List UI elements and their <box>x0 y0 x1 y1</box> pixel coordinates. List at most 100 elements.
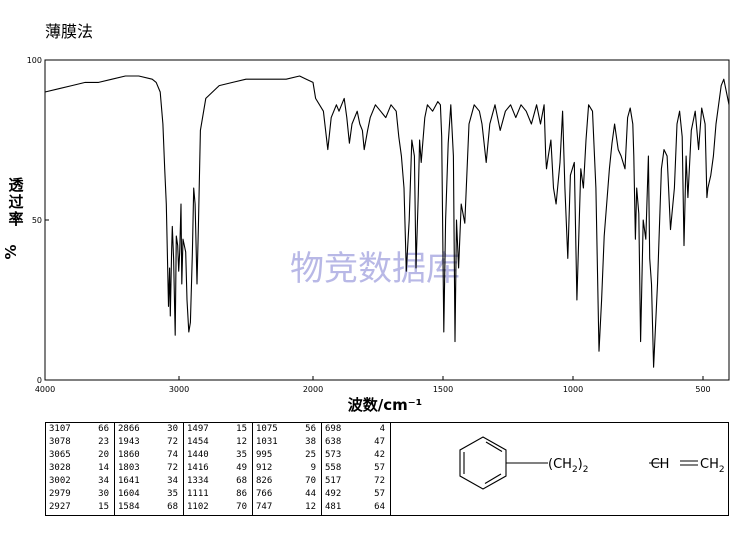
transmittance-cell: 56 <box>305 424 316 434</box>
transmittance-cell: 47 <box>374 437 385 447</box>
peak-table-row: 1803 72 <box>115 462 183 475</box>
wavenumber-cell: 1604 <box>118 489 140 499</box>
x-tick-label: 500 <box>695 385 710 394</box>
peak-table-row: 766 44 <box>253 488 321 501</box>
transmittance-cell: 20 <box>98 450 109 460</box>
peak-table-row: 3078 23 <box>46 436 114 449</box>
peak-table-row: 698 4 <box>322 423 390 436</box>
transmittance-cell: 38 <box>305 437 316 447</box>
wavenumber-cell: 492 <box>325 489 342 499</box>
peak-table-row: 492 57 <box>322 488 390 501</box>
peak-table-row: 481 64 <box>322 501 390 514</box>
wavenumber-cell: 2927 <box>49 502 71 512</box>
transmittance-cell: 30 <box>167 424 178 434</box>
wavenumber-cell: 1334 <box>187 476 209 486</box>
peak-table-row: 826 70 <box>253 475 321 488</box>
peak-table-row: 2979 30 <box>46 488 114 501</box>
wavenumber-cell: 1584 <box>118 502 140 512</box>
wavenumber-cell: 3107 <box>49 424 71 434</box>
wavenumber-cell: 3065 <box>49 450 71 460</box>
wavenumber-cell: 1641 <box>118 476 140 486</box>
y-axis-unit: % <box>2 244 20 259</box>
group-ch: CH <box>651 457 670 472</box>
wavenumber-cell: 573 <box>325 450 342 460</box>
peak-table-row: 573 42 <box>322 449 390 462</box>
wavenumber-cell: 517 <box>325 476 342 486</box>
wavenumber-cell: 1943 <box>118 437 140 447</box>
peak-table-row: 1111 86 <box>184 488 252 501</box>
wavenumber-cell: 995 <box>256 450 273 460</box>
ir-spectrum-chart: 4000 3000 2000 1500 1000 500 0 50 100 物竞数据库 透过率 … <box>2 56 730 414</box>
wavenumber-cell: 698 <box>325 424 342 434</box>
peak-table-row: 517 72 <box>322 475 390 488</box>
peak-table-row: 638 47 <box>322 436 390 449</box>
peak-table-row: 2927 15 <box>46 501 114 514</box>
peak-table-row: 2866 30 <box>115 423 183 436</box>
wavenumber-cell: 826 <box>256 476 273 486</box>
transmittance-cell: 35 <box>236 450 247 460</box>
peak-table-column: 2866 30 1943 72 1860 74 1803 72 1641 34 1604 35 1584… <box>115 423 184 515</box>
wavenumber-cell: 766 <box>256 489 273 499</box>
wavenumber-cell: 2866 <box>118 424 140 434</box>
peak-table-row: 995 25 <box>253 449 321 462</box>
transmittance-cell: 64 <box>374 502 385 512</box>
transmittance-cell: 44 <box>305 489 316 499</box>
wavenumber-cell: 1860 <box>118 450 140 460</box>
peak-table-row: 3002 34 <box>46 475 114 488</box>
transmittance-cell: 30 <box>98 489 109 499</box>
x-tick-label: 4000 <box>35 385 55 394</box>
peak-table-row: 3065 20 <box>46 449 114 462</box>
transmittance-cell: 12 <box>236 437 247 447</box>
transmittance-cell: 72 <box>167 437 178 447</box>
wavenumber-cell: 912 <box>256 463 273 473</box>
wavenumber-cell: 3002 <box>49 476 71 486</box>
transmittance-cell: 68 <box>236 476 247 486</box>
transmittance-cell: 72 <box>374 476 385 486</box>
group-ch2-terminal: CH2 <box>700 457 725 475</box>
peak-table-row: 1604 35 <box>115 488 183 501</box>
peak-table-column: 1497 15 1454 12 1440 35 1416 49 1334 68 1111 86 1102… <box>184 423 253 515</box>
transmittance-cell: 57 <box>374 489 385 499</box>
transmittance-cell: 25 <box>305 450 316 460</box>
peak-table-row: 3107 66 <box>46 423 114 436</box>
peak-table-row: 1641 34 <box>115 475 183 488</box>
transmittance-cell: 57 <box>374 463 385 473</box>
wavenumber-cell: 1454 <box>187 437 209 447</box>
wavenumber-cell: 1497 <box>187 424 209 434</box>
transmittance-cell: 23 <box>98 437 109 447</box>
peak-table-row: 1584 68 <box>115 501 183 514</box>
transmittance-cell: 68 <box>167 502 178 512</box>
y-tick-label: 50 <box>32 216 42 225</box>
wavenumber-cell: 1803 <box>118 463 140 473</box>
y-tick-label: 0 <box>37 376 42 385</box>
peak-table-column: 3107 66 3078 23 3065 20 3028 14 3002 34 2979 30 2927… <box>46 423 115 515</box>
transmittance-cell: 14 <box>98 463 109 473</box>
transmittance-cell: 4 <box>379 424 385 434</box>
transmittance-cell: 15 <box>236 424 247 434</box>
wavenumber-cell: 2979 <box>49 489 71 499</box>
peak-table-row: 1497 15 <box>184 423 252 436</box>
wavenumber-cell: 481 <box>325 502 342 512</box>
transmittance-cell: 12 <box>305 502 316 512</box>
peak-table-row: 3028 14 <box>46 462 114 475</box>
peak-table-row: 1102 70 <box>184 501 252 514</box>
x-tick-label: 1000 <box>563 385 583 394</box>
wavenumber-cell: 1440 <box>187 450 209 460</box>
transmittance-cell: 34 <box>167 476 178 486</box>
method-label: 薄膜法 <box>45 22 94 41</box>
transmittance-cell: 35 <box>167 489 178 499</box>
peak-table-row: 1031 38 <box>253 436 321 449</box>
wavenumber-cell: 1075 <box>256 424 278 434</box>
peak-table-row: 558 57 <box>322 462 390 475</box>
peak-table-column: 698 4 638 47 573 42 558 57 517 72 492 57 481 64 <box>322 423 391 515</box>
wavenumber-cell: 1111 <box>187 489 209 499</box>
transmittance-cell: 74 <box>167 450 178 460</box>
y-axis-title: 透过率 <box>8 176 24 228</box>
structure-diagram: (CH2)2 CH CH2 <box>459 436 725 490</box>
spectrum-line <box>44 75 730 368</box>
peak-table-row: 1075 56 <box>253 423 321 436</box>
wavenumber-cell: 1031 <box>256 437 278 447</box>
wavenumber-cell: 558 <box>325 463 342 473</box>
transmittance-cell: 66 <box>98 424 109 434</box>
transmittance-cell: 15 <box>98 502 109 512</box>
